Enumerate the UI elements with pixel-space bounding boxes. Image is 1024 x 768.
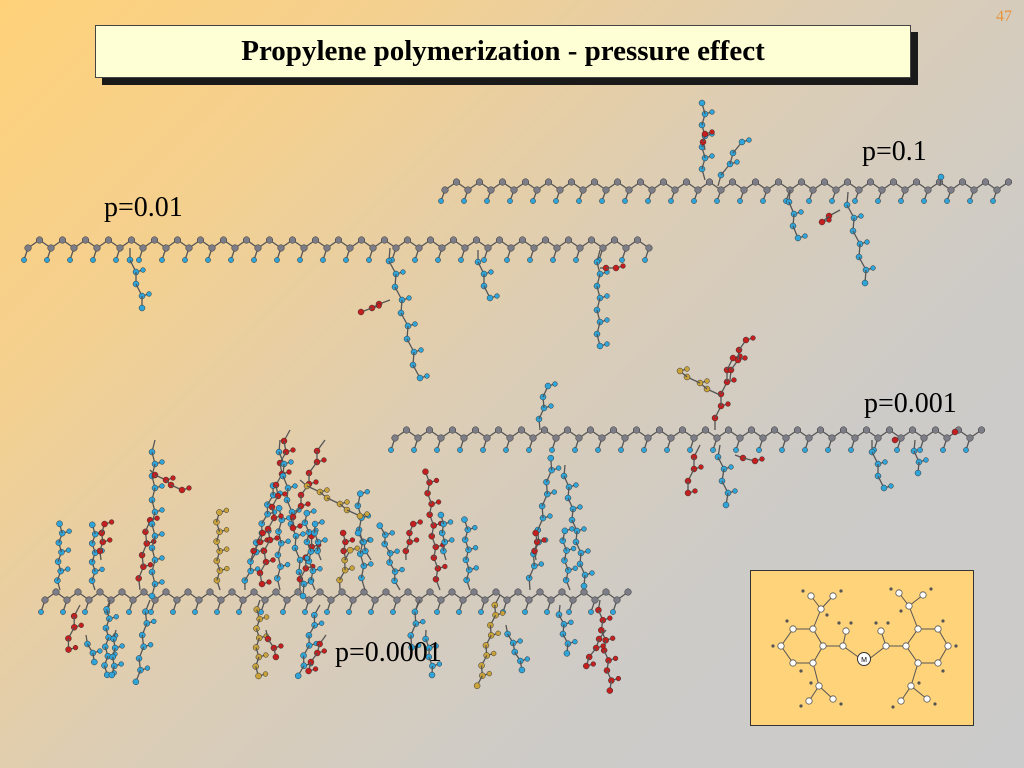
label-p-0-001: p=0.001 bbox=[864, 388, 957, 419]
catalyst-structure-inset: M bbox=[750, 570, 974, 726]
label-p-0-01: p=0.01 bbox=[104, 192, 183, 223]
metal-atom-label: M bbox=[861, 657, 867, 664]
page-number: 47 bbox=[996, 8, 1012, 25]
catalyst-molecule: M bbox=[771, 587, 958, 709]
label-p-0-0001: p=0.0001 bbox=[335, 637, 442, 668]
slide-title: Propylene polymerization - pressure effe… bbox=[241, 35, 765, 67]
label-p-0-1: p=0.1 bbox=[862, 136, 927, 167]
title-box: Propylene polymerization - pressure effe… bbox=[95, 25, 911, 78]
